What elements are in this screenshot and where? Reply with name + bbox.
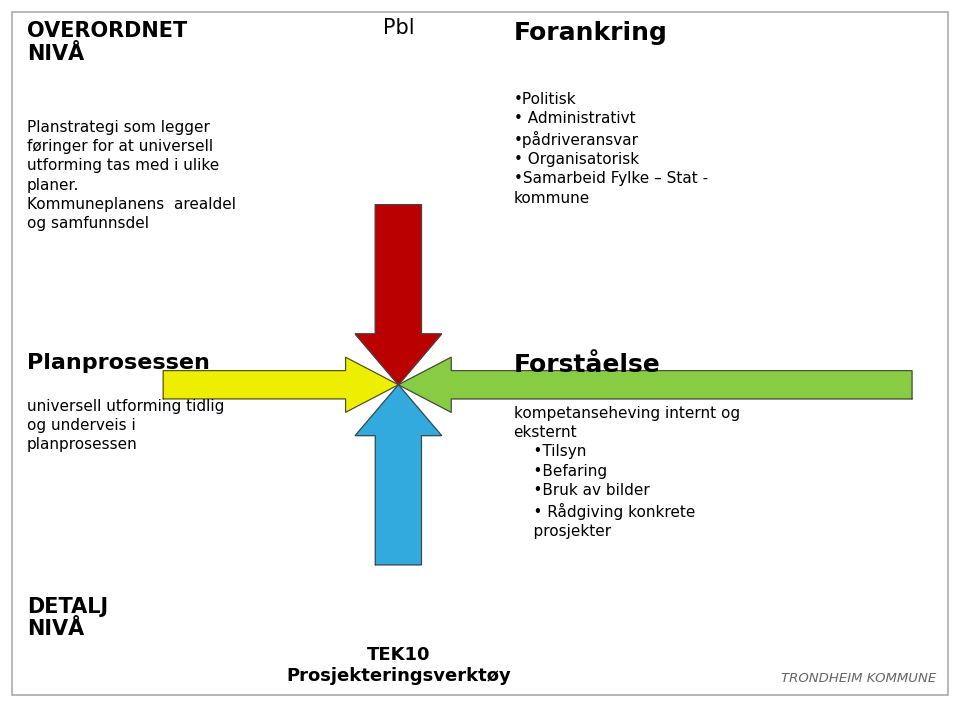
Text: kompetanseheving internt og
eksternt
    •Tilsyn
    •Befaring
    •Bruk av bild: kompetanseheving internt og eksternt •Ti… (514, 406, 740, 539)
Text: TRONDHEIM KOMMUNE: TRONDHEIM KOMMUNE (780, 672, 936, 685)
Polygon shape (163, 357, 398, 412)
Text: universell utforming tidlig
og underveis i
planprosessen: universell utforming tidlig og underveis… (27, 399, 225, 453)
Text: Forståelse: Forståelse (514, 353, 660, 377)
Text: Pbl: Pbl (383, 18, 414, 37)
Text: •Politisk
• Administrativt
•pådriveransvar
• Organisatorisk
•Samarbeid Fylke – S: •Politisk • Administrativt •pådriveransv… (514, 92, 708, 205)
Polygon shape (355, 385, 442, 565)
Polygon shape (355, 205, 442, 385)
Text: Planprosessen: Planprosessen (27, 353, 209, 373)
Polygon shape (398, 357, 912, 412)
Text: Forankring: Forankring (514, 21, 667, 45)
Text: OVERORDNET
NIVÅ: OVERORDNET NIVÅ (27, 21, 187, 64)
Text: Planstrategi som legger
føringer for at universell
utforming tas med i ulike
pla: Planstrategi som legger føringer for at … (27, 120, 236, 231)
Text: DETALJ
NIVÅ: DETALJ NIVÅ (27, 597, 108, 639)
Text: TEK10
Prosjekteringsverktøy: TEK10 Prosjekteringsverktøy (286, 646, 511, 685)
